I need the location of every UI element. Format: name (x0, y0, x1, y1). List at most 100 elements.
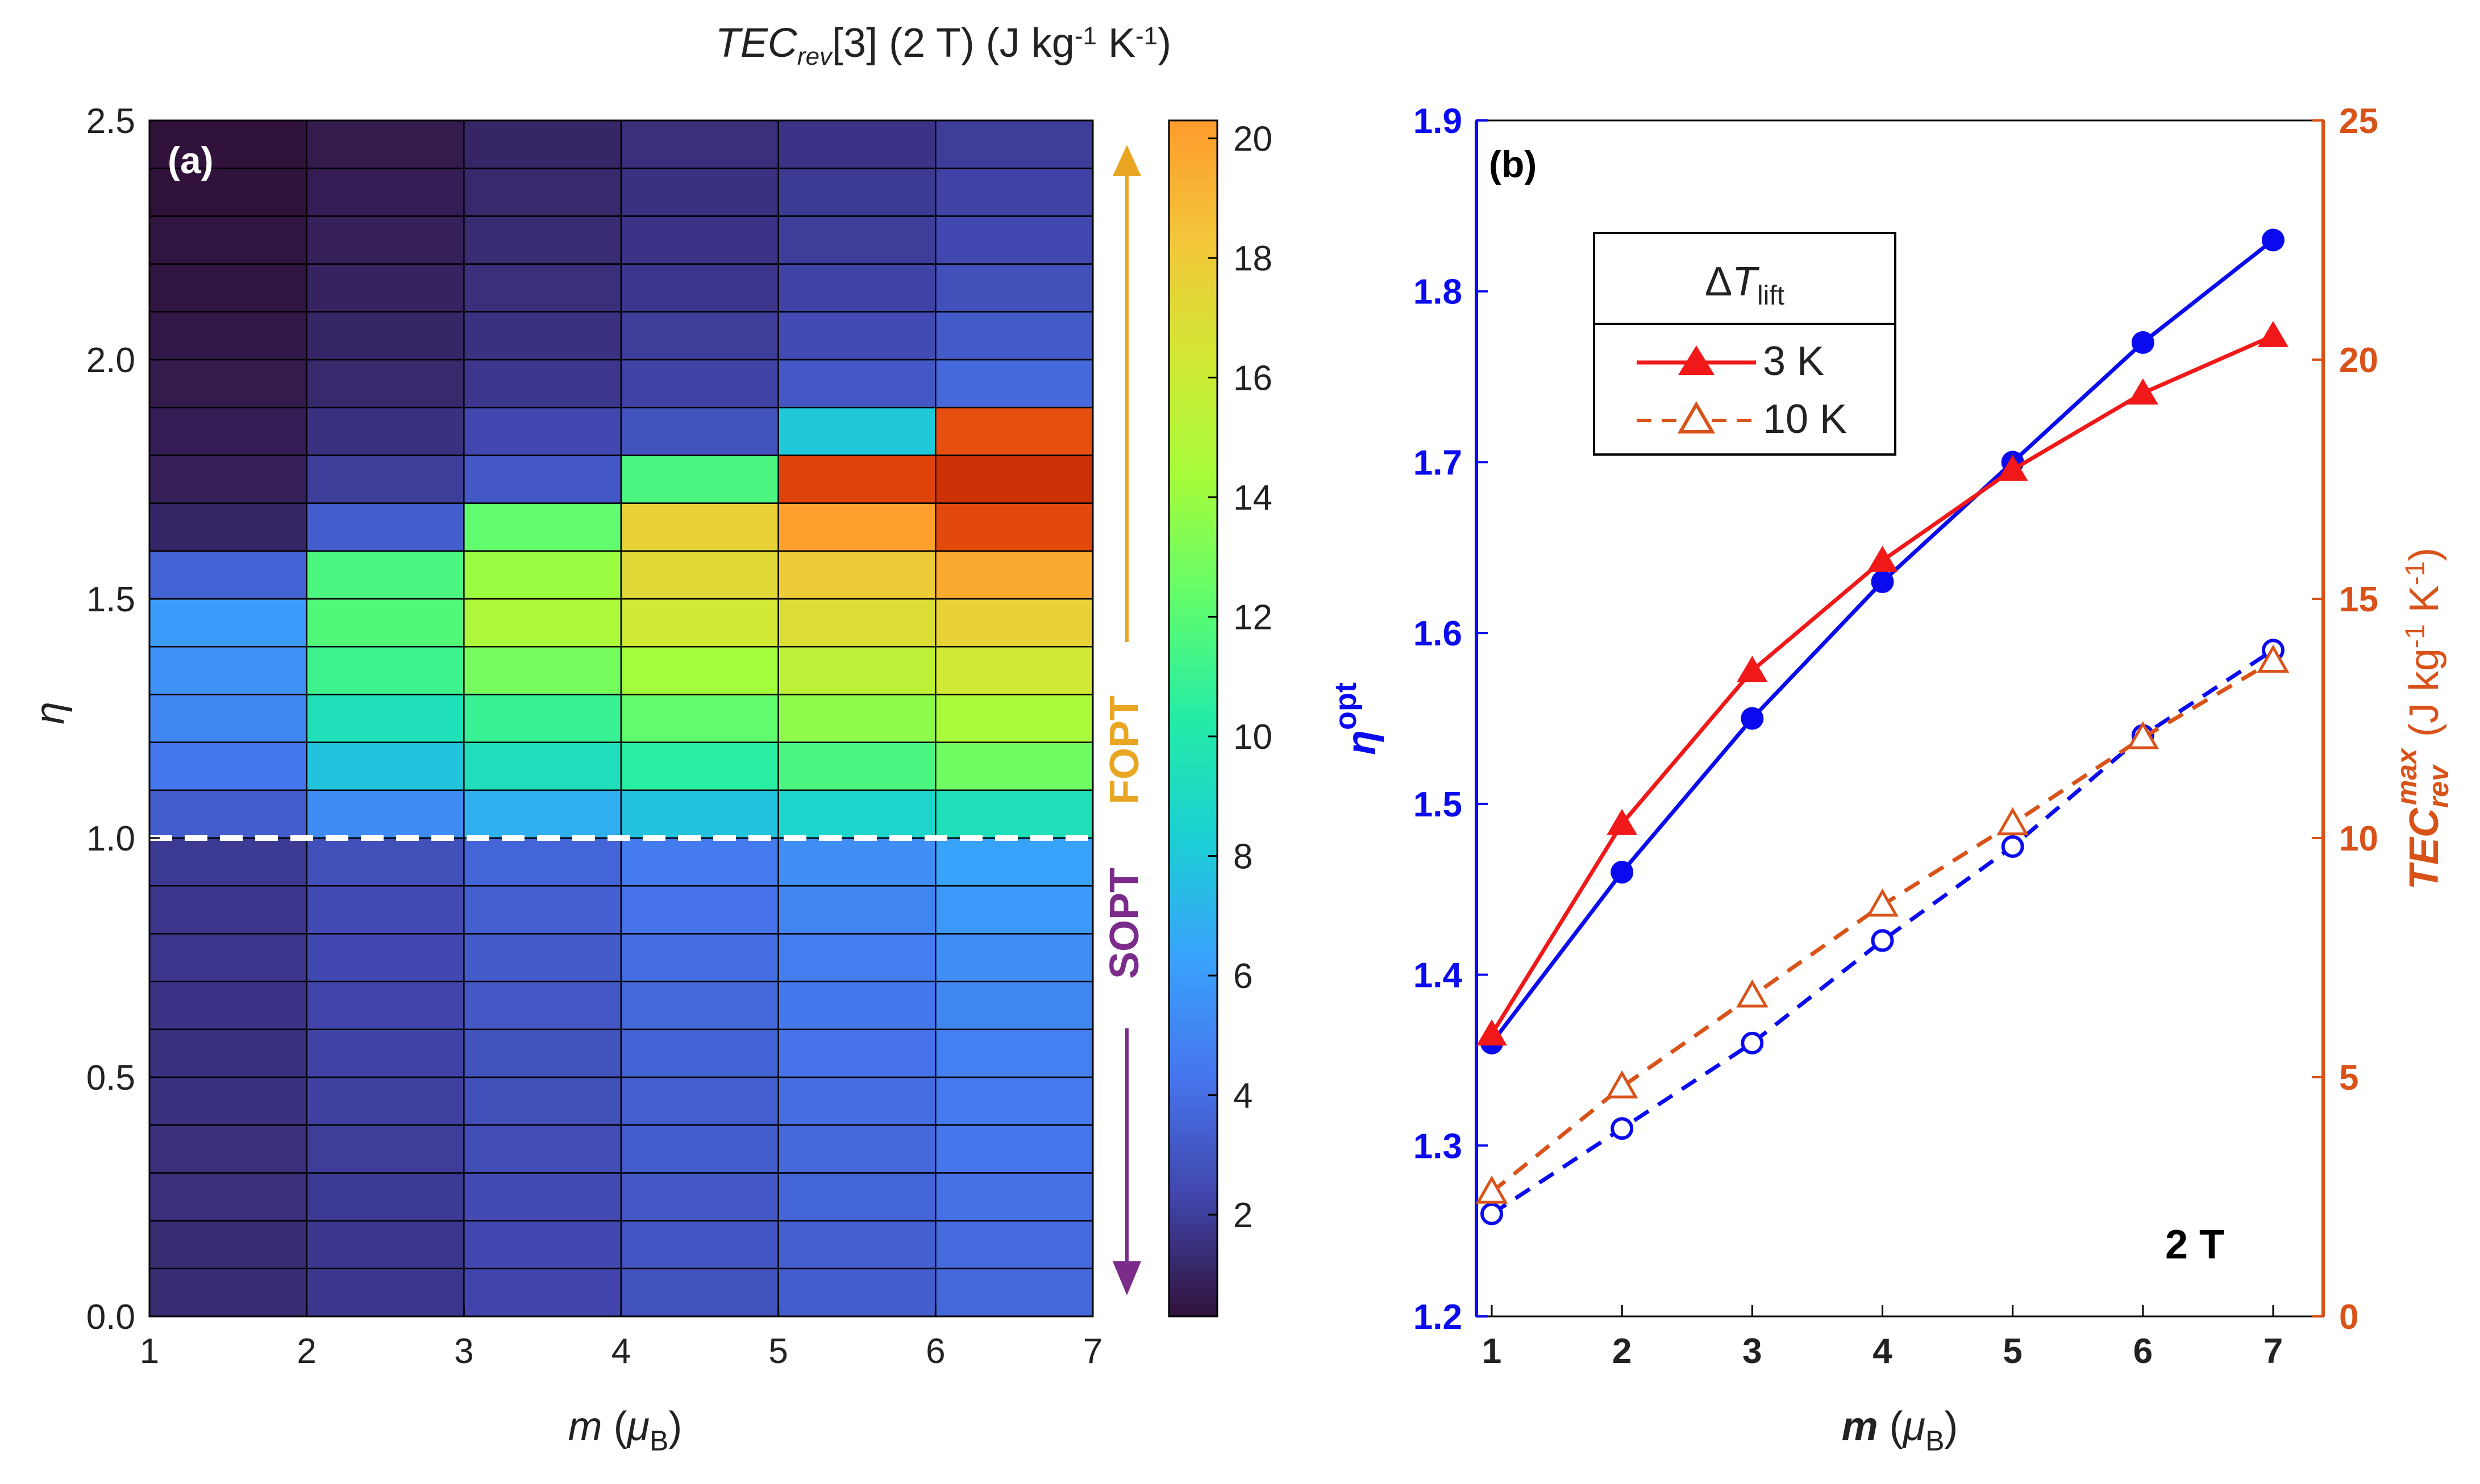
heatmap-cell (935, 1172, 1094, 1222)
heatmap-cell (306, 694, 465, 743)
line-x-tick-label: 4 (1873, 1332, 1892, 1371)
heatmap-cell (777, 406, 937, 456)
left-y-label: ηopt (1329, 682, 1384, 755)
right-y-tick-label: 5 (2339, 1058, 2358, 1098)
heatmap-cell (620, 1076, 779, 1126)
left-y-label-eta: η (1339, 730, 1384, 755)
x-label-open: ( (602, 1404, 627, 1449)
data-point (1871, 570, 1894, 593)
heatmap-cell (620, 1268, 779, 1318)
heatmap-cell (306, 502, 465, 552)
heatmap-cell (935, 1268, 1094, 1318)
cb-title-rest: [3] (2 T) (J kg (832, 20, 1075, 66)
data-point (1741, 707, 1764, 730)
line-x-tick-label: 5 (2003, 1332, 2022, 1371)
heatmap-cell (620, 789, 779, 839)
heatmap-cell (148, 167, 307, 217)
heatmap-cell (620, 119, 779, 169)
legend-title-sub: lift (1757, 281, 1784, 311)
cb-title-exp2: -1 (1135, 22, 1158, 50)
right-y-label-k: K (2402, 585, 2447, 624)
legend-title-t: T (1732, 259, 1760, 305)
heatmap-cell (148, 263, 307, 313)
data-point (1997, 455, 2028, 481)
heatmap-cell (148, 789, 307, 839)
heatmap-cell (463, 1268, 622, 1318)
heatmap-cell (620, 694, 779, 743)
heatmap-cell (620, 837, 779, 887)
heatmap-cell (935, 598, 1094, 648)
heatmap-y-tick-label: 1.5 (86, 580, 135, 619)
heatmap-cell (935, 645, 1094, 695)
right-y-label-unit: (J kg (2402, 648, 2447, 748)
heatmap-cell (306, 645, 465, 695)
heatmap-cell (935, 550, 1094, 600)
heatmap-cell (463, 550, 622, 600)
line-chart-axes: 1 2 3 4 5 6 7 1.2 1.3 1.4 1.5 1.6 1.7 1.8 1.9 0 5 10 15 20 2… (1413, 102, 2378, 1371)
legend-title: ΔTlift (1705, 259, 1784, 311)
heatmap-cell (463, 885, 622, 935)
heatmap-cell (620, 502, 779, 552)
heatmap-cell (463, 311, 622, 361)
right-y-tick-label: 10 (2339, 819, 2378, 858)
heatmap-cell (463, 933, 622, 982)
heatmap-cell (306, 119, 465, 169)
b-x-label-mu: μ (1902, 1404, 1925, 1449)
colorbar-tick-label: 16 (1233, 359, 1272, 398)
colorbar-tick-label: 6 (1233, 957, 1253, 996)
heatmap-cell (777, 645, 937, 695)
heatmap-cell (463, 502, 622, 552)
heatmap-cell (620, 885, 779, 935)
left-y-tick-label: 1.2 (1413, 1298, 1462, 1337)
heatmap-cell (777, 1124, 937, 1174)
heatmap-y-label: η (27, 702, 73, 724)
colorbar (1168, 119, 1218, 1318)
data-point (2257, 644, 2290, 673)
heatmap-cell (777, 215, 937, 265)
line-chart-series (1475, 228, 2290, 1225)
heatmap-cell (306, 311, 465, 361)
heatmap-cell (306, 1124, 465, 1174)
heatmap-cell (463, 741, 622, 791)
heatmap-y-tick-label: 0.0 (86, 1298, 135, 1337)
left-y-tick-label: 1.5 (1413, 785, 1462, 824)
data-point (1867, 545, 1898, 572)
heatmap-cell (306, 1028, 465, 1078)
right-y-label-exp1: -1 (2400, 624, 2431, 648)
heatmap-cell (148, 885, 307, 935)
heatmap-cell (935, 406, 1094, 456)
heatmap-cell (463, 981, 622, 1031)
heatmap-cell (620, 215, 779, 265)
legend-10k-marker (1677, 401, 1716, 433)
heatmap-cell (620, 550, 779, 600)
heatmap-cell (935, 1124, 1094, 1174)
right-y-label-close: ) (2402, 548, 2447, 561)
heatmap-x-tick-label: 5 (768, 1332, 788, 1371)
right-y-label-exp2: -1 (2400, 561, 2431, 586)
heatmap-cell (148, 694, 307, 743)
cb-title-k: K (1097, 20, 1135, 66)
heatmap-cell (935, 933, 1094, 982)
heatmap-cell (306, 359, 465, 408)
heatmap-y-tick-label: 0.5 (86, 1058, 135, 1098)
heatmap-cell (777, 1220, 937, 1270)
heatmap-cell (306, 215, 465, 265)
heatmap-cell (148, 1076, 307, 1126)
cb-title-exp1: -1 (1075, 22, 1097, 50)
line-x-tick-label: 3 (1742, 1332, 1762, 1371)
heatmap-cell (935, 885, 1094, 935)
heatmap-cell (935, 789, 1094, 839)
heatmap-cell (148, 933, 307, 982)
heatmap-cells (148, 119, 1094, 1318)
panel-a-label: (a) (168, 139, 214, 181)
heatmap-cell (148, 741, 307, 791)
heatmap-cell (935, 119, 1094, 169)
heatmap-cell (148, 406, 307, 456)
heatmap-cell (306, 263, 465, 313)
panel-b-label: (b) (1489, 143, 1537, 185)
x-label-var: m (568, 1404, 602, 1449)
data-point (1476, 1019, 1507, 1046)
heatmap-cell (463, 645, 622, 695)
colorbar-title: TECrev[3] (2 T) (J kg-1 K-1) (715, 20, 1171, 70)
